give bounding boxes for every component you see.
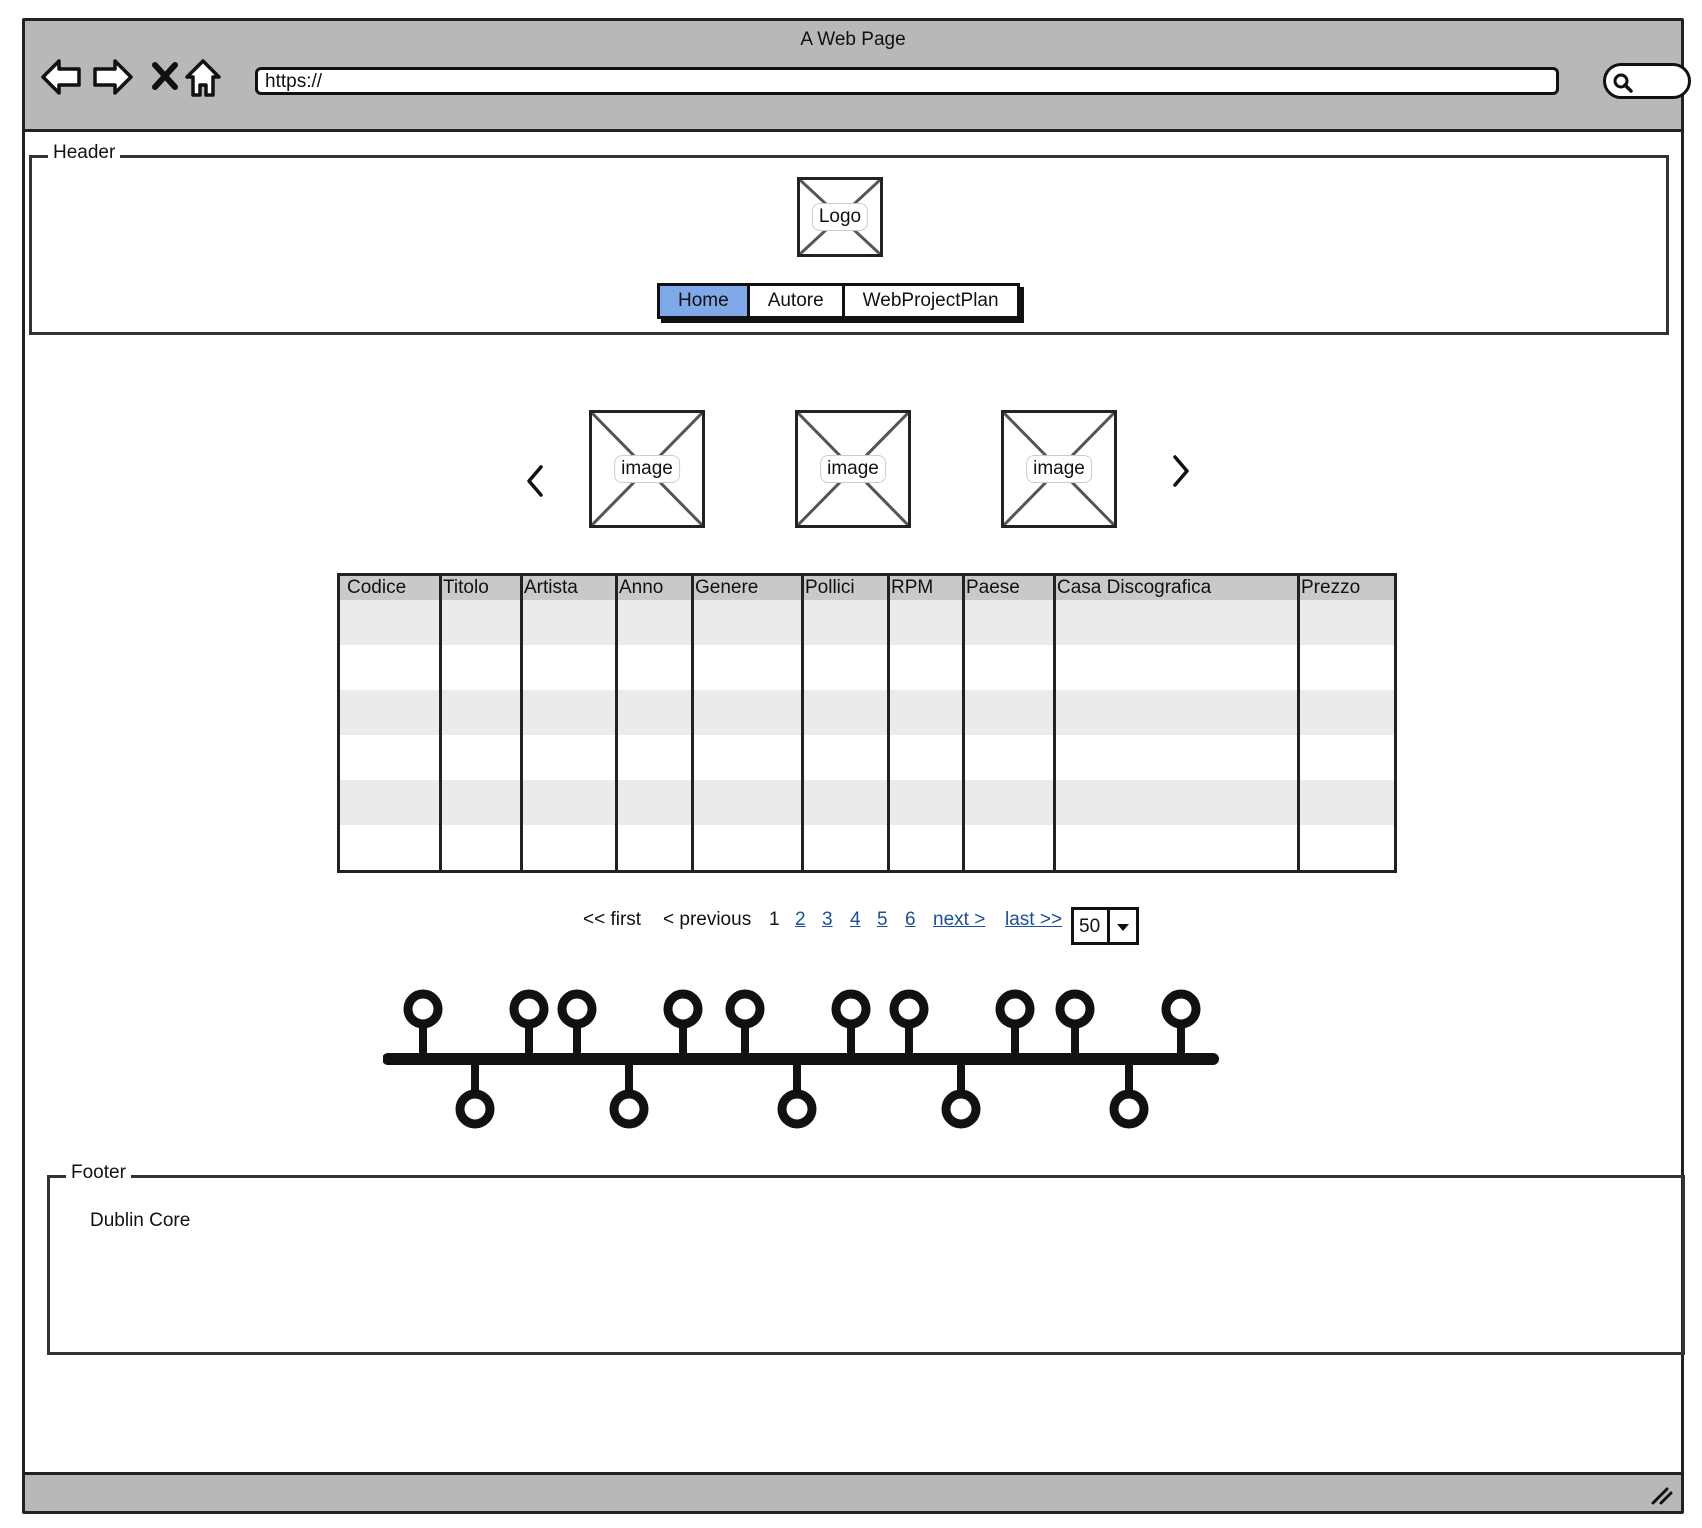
- column-divider: [1297, 576, 1300, 870]
- pagination-page-2[interactable]: 2: [795, 909, 806, 930]
- column-header-codice[interactable]: Codice: [347, 577, 407, 598]
- timeline-marker-top[interactable]: [725, 989, 765, 1059]
- table-header-row: [340, 576, 1394, 600]
- url-text: https://: [265, 71, 323, 92]
- stop-icon[interactable]: [143, 55, 187, 99]
- timeline-marker-top[interactable]: [889, 989, 929, 1059]
- carousel-image-label: image: [1026, 455, 1092, 483]
- column-divider: [801, 576, 804, 870]
- pagination-page-6[interactable]: 6: [905, 909, 916, 930]
- carousel-image-3[interactable]: image: [1001, 410, 1117, 528]
- carousel-image-1[interactable]: image: [589, 410, 705, 528]
- tab-home[interactable]: Home: [660, 286, 750, 316]
- pagination-first[interactable]: << first: [583, 909, 642, 930]
- timeline-marker-bottom[interactable]: [455, 1059, 495, 1129]
- timeline-marker-top[interactable]: [557, 989, 597, 1059]
- column-header-casa-discografica[interactable]: Casa Discografica: [1057, 577, 1212, 598]
- carousel-image-label: image: [614, 455, 680, 483]
- timeline-marker-top[interactable]: [1055, 989, 1095, 1059]
- tab-webprojectplan[interactable]: WebProjectPlan: [862, 290, 999, 311]
- back-icon[interactable]: [39, 55, 83, 99]
- timeline-marker-top[interactable]: [663, 989, 703, 1059]
- dropdown-button[interactable]: [1107, 910, 1136, 942]
- column-header-genere[interactable]: Genere: [695, 577, 759, 598]
- browser-status-bar: [25, 1472, 1681, 1511]
- column-header-artista[interactable]: Artista: [524, 577, 578, 598]
- timeline-marker-bottom[interactable]: [777, 1059, 817, 1129]
- column-divider: [962, 576, 965, 870]
- table-row[interactable]: [340, 690, 1394, 735]
- header-legend: Header: [48, 142, 121, 164]
- timeline-marker-bottom[interactable]: [941, 1059, 981, 1129]
- column-divider: [1053, 576, 1056, 870]
- pagination-previous[interactable]: < previous: [663, 909, 752, 930]
- url-input[interactable]: https://: [255, 67, 1559, 95]
- table-row[interactable]: [340, 780, 1394, 825]
- logo-label: Logo: [811, 203, 869, 231]
- footer-text: Dublin Core: [90, 1210, 191, 1231]
- pagination-page-4[interactable]: 4: [850, 909, 861, 930]
- resize-grip-icon[interactable]: [1647, 1483, 1673, 1505]
- column-header-prezzo[interactable]: Prezzo: [1301, 577, 1361, 598]
- column-header-pollici[interactable]: Pollici: [805, 577, 855, 598]
- records-table: Codice Titolo Artista Anno Genere Pollic…: [337, 573, 1397, 873]
- column-divider: [520, 576, 523, 870]
- page-size-select[interactable]: 50: [1071, 907, 1139, 945]
- column-header-paese[interactable]: Paese: [966, 577, 1020, 598]
- page-size-value: 50: [1079, 916, 1101, 937]
- table-row[interactable]: [340, 600, 1394, 645]
- timeline-marker-bottom[interactable]: [1109, 1059, 1149, 1129]
- column-divider: [439, 576, 442, 870]
- pagination-current-page: 1: [769, 909, 780, 930]
- footer-legend: Footer: [66, 1162, 131, 1184]
- pagination-page-3[interactable]: 3: [822, 909, 833, 930]
- chevron-left-icon[interactable]: [523, 461, 547, 501]
- column-divider: [887, 576, 890, 870]
- timeline-marker-top[interactable]: [509, 989, 549, 1059]
- timeline-marker-top[interactable]: [403, 989, 443, 1059]
- timeline: [383, 989, 1219, 1129]
- carousel-image-label: image: [820, 455, 886, 483]
- timeline-marker-top[interactable]: [831, 989, 871, 1059]
- main-nav-tabs: Home Autore WebProjectPlan: [657, 283, 1020, 319]
- search-icon: [1613, 73, 1633, 93]
- pagination-last[interactable]: last >>: [1005, 909, 1063, 930]
- header-section: Header: [29, 142, 1669, 335]
- column-header-titolo[interactable]: Titolo: [443, 577, 489, 598]
- forward-icon[interactable]: [91, 55, 135, 99]
- logo-placeholder: Logo: [797, 177, 883, 257]
- browser-toolbar: A Web Page https://: [25, 21, 1691, 132]
- timeline-marker-top[interactable]: [995, 989, 1035, 1059]
- home-icon[interactable]: [181, 55, 225, 99]
- timeline-marker-bottom[interactable]: [609, 1059, 649, 1129]
- carousel-image-2[interactable]: image: [795, 410, 911, 528]
- column-header-anno[interactable]: Anno: [619, 577, 664, 598]
- column-header-rpm[interactable]: RPM: [891, 577, 934, 598]
- pagination-page-5[interactable]: 5: [877, 909, 888, 930]
- footer-section: Footer Dublin Core: [47, 1162, 1685, 1355]
- pagination-next[interactable]: next >: [933, 909, 986, 930]
- chevron-right-icon[interactable]: [1169, 451, 1193, 491]
- window-title: A Web Page: [800, 29, 906, 50]
- chevron-down-icon: [1117, 924, 1129, 931]
- browser-window: A Web Page https:// Header Log: [22, 18, 1691, 1514]
- timeline-marker-top[interactable]: [1161, 989, 1201, 1059]
- column-divider: [615, 576, 618, 870]
- timeline-markers: [383, 989, 1219, 1129]
- browser-search-field[interactable]: [1603, 63, 1691, 99]
- column-divider: [691, 576, 694, 870]
- tab-autore[interactable]: Autore: [750, 286, 845, 316]
